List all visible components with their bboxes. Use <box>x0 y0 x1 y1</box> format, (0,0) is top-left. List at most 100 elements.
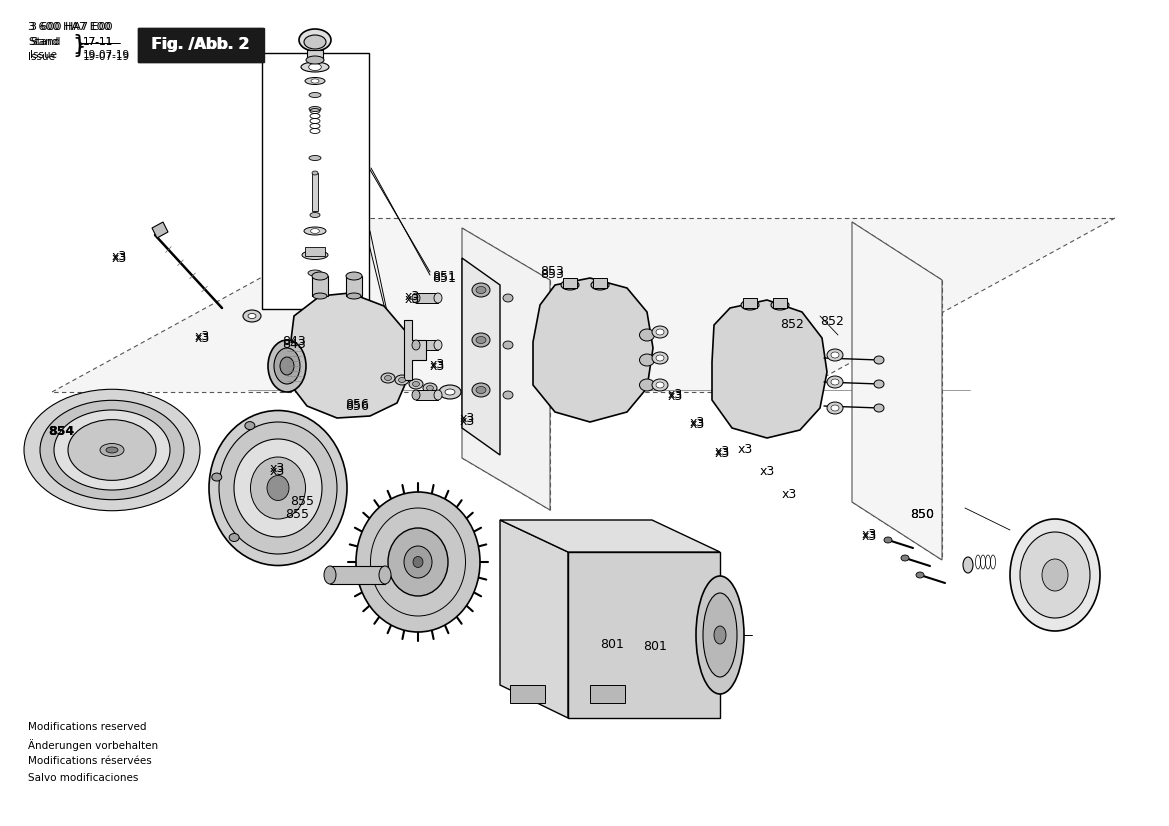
Bar <box>138 28 264 62</box>
Ellipse shape <box>309 93 321 97</box>
Ellipse shape <box>652 326 667 338</box>
Ellipse shape <box>656 329 664 335</box>
Ellipse shape <box>826 349 843 361</box>
Polygon shape <box>288 293 410 418</box>
Text: 856: 856 <box>345 400 369 413</box>
Bar <box>590 685 625 703</box>
Text: x3: x3 <box>195 330 210 343</box>
Ellipse shape <box>652 352 667 364</box>
Ellipse shape <box>434 390 442 400</box>
Polygon shape <box>462 258 500 455</box>
Ellipse shape <box>379 566 390 584</box>
Ellipse shape <box>248 314 256 319</box>
Text: x3: x3 <box>862 528 877 541</box>
Polygon shape <box>533 278 653 422</box>
Ellipse shape <box>831 405 839 411</box>
Ellipse shape <box>40 401 184 500</box>
Ellipse shape <box>243 310 261 322</box>
Text: 3 600 HA7 E00: 3 600 HA7 E00 <box>30 22 112 32</box>
Ellipse shape <box>703 593 736 677</box>
Ellipse shape <box>385 376 392 381</box>
Text: x3: x3 <box>430 360 445 373</box>
Ellipse shape <box>244 421 255 430</box>
Text: Issue: Issue <box>30 50 57 60</box>
Ellipse shape <box>381 373 395 383</box>
Text: 19-07-19: 19-07-19 <box>83 50 130 60</box>
Bar <box>346 276 362 296</box>
Text: Salvo modificaciones: Salvo modificaciones <box>28 773 138 783</box>
Text: 801: 801 <box>600 638 624 651</box>
Ellipse shape <box>561 280 579 290</box>
Text: x3: x3 <box>270 465 285 478</box>
Ellipse shape <box>411 390 420 400</box>
Text: x3: x3 <box>459 412 476 425</box>
Text: 852: 852 <box>780 318 804 331</box>
Ellipse shape <box>306 56 324 64</box>
Polygon shape <box>404 320 426 380</box>
Text: Stand: Stand <box>28 37 58 47</box>
Ellipse shape <box>267 476 289 501</box>
Polygon shape <box>500 520 720 552</box>
Ellipse shape <box>639 379 655 391</box>
Ellipse shape <box>346 272 362 280</box>
Text: 854: 854 <box>48 425 74 438</box>
Ellipse shape <box>874 356 884 364</box>
Ellipse shape <box>312 272 328 280</box>
Ellipse shape <box>639 354 655 366</box>
Ellipse shape <box>357 492 480 632</box>
Ellipse shape <box>250 457 305 519</box>
Polygon shape <box>568 552 720 718</box>
Bar <box>307 50 323 60</box>
Text: x3: x3 <box>715 447 731 460</box>
Ellipse shape <box>427 386 434 391</box>
Ellipse shape <box>440 385 461 399</box>
Ellipse shape <box>503 341 513 349</box>
Ellipse shape <box>434 293 442 303</box>
Bar <box>510 685 545 703</box>
Ellipse shape <box>411 293 420 303</box>
Ellipse shape <box>229 534 240 542</box>
Ellipse shape <box>305 78 325 84</box>
Ellipse shape <box>219 422 337 554</box>
Text: 851: 851 <box>433 272 456 285</box>
Ellipse shape <box>106 447 118 453</box>
Text: Issue: Issue <box>28 52 55 62</box>
Ellipse shape <box>741 300 759 310</box>
Ellipse shape <box>25 389 200 510</box>
Ellipse shape <box>413 557 423 567</box>
Ellipse shape <box>101 444 124 457</box>
Ellipse shape <box>92 439 132 461</box>
Ellipse shape <box>592 280 609 290</box>
Ellipse shape <box>212 473 222 481</box>
Text: x3: x3 <box>667 390 683 403</box>
Text: Fig. /Abb. 2: Fig. /Abb. 2 <box>152 37 250 53</box>
Text: Modifications réservées: Modifications réservées <box>28 756 152 766</box>
Ellipse shape <box>311 79 319 83</box>
Ellipse shape <box>399 377 406 382</box>
Bar <box>773 298 787 308</box>
Ellipse shape <box>274 348 300 384</box>
Text: x3: x3 <box>430 358 445 371</box>
Ellipse shape <box>404 546 433 578</box>
Text: 850: 850 <box>909 508 934 521</box>
Ellipse shape <box>82 433 141 467</box>
Ellipse shape <box>503 391 513 399</box>
Ellipse shape <box>503 294 513 302</box>
Text: x3: x3 <box>459 415 476 428</box>
Text: 851: 851 <box>433 270 456 283</box>
Text: 801: 801 <box>643 640 666 653</box>
Text: x3: x3 <box>690 418 705 431</box>
Text: 843: 843 <box>282 338 306 351</box>
Text: x3: x3 <box>862 530 877 543</box>
Ellipse shape <box>324 566 336 584</box>
Bar <box>416 340 438 350</box>
Text: 3 600 HA7 E00: 3 600 HA7 E00 <box>28 22 111 32</box>
Text: x3: x3 <box>715 445 731 458</box>
Ellipse shape <box>639 329 655 341</box>
Ellipse shape <box>445 389 455 395</box>
Ellipse shape <box>714 626 726 644</box>
Text: x3: x3 <box>195 332 210 345</box>
Text: x3: x3 <box>112 252 127 265</box>
Ellipse shape <box>68 420 155 481</box>
Ellipse shape <box>309 155 321 160</box>
